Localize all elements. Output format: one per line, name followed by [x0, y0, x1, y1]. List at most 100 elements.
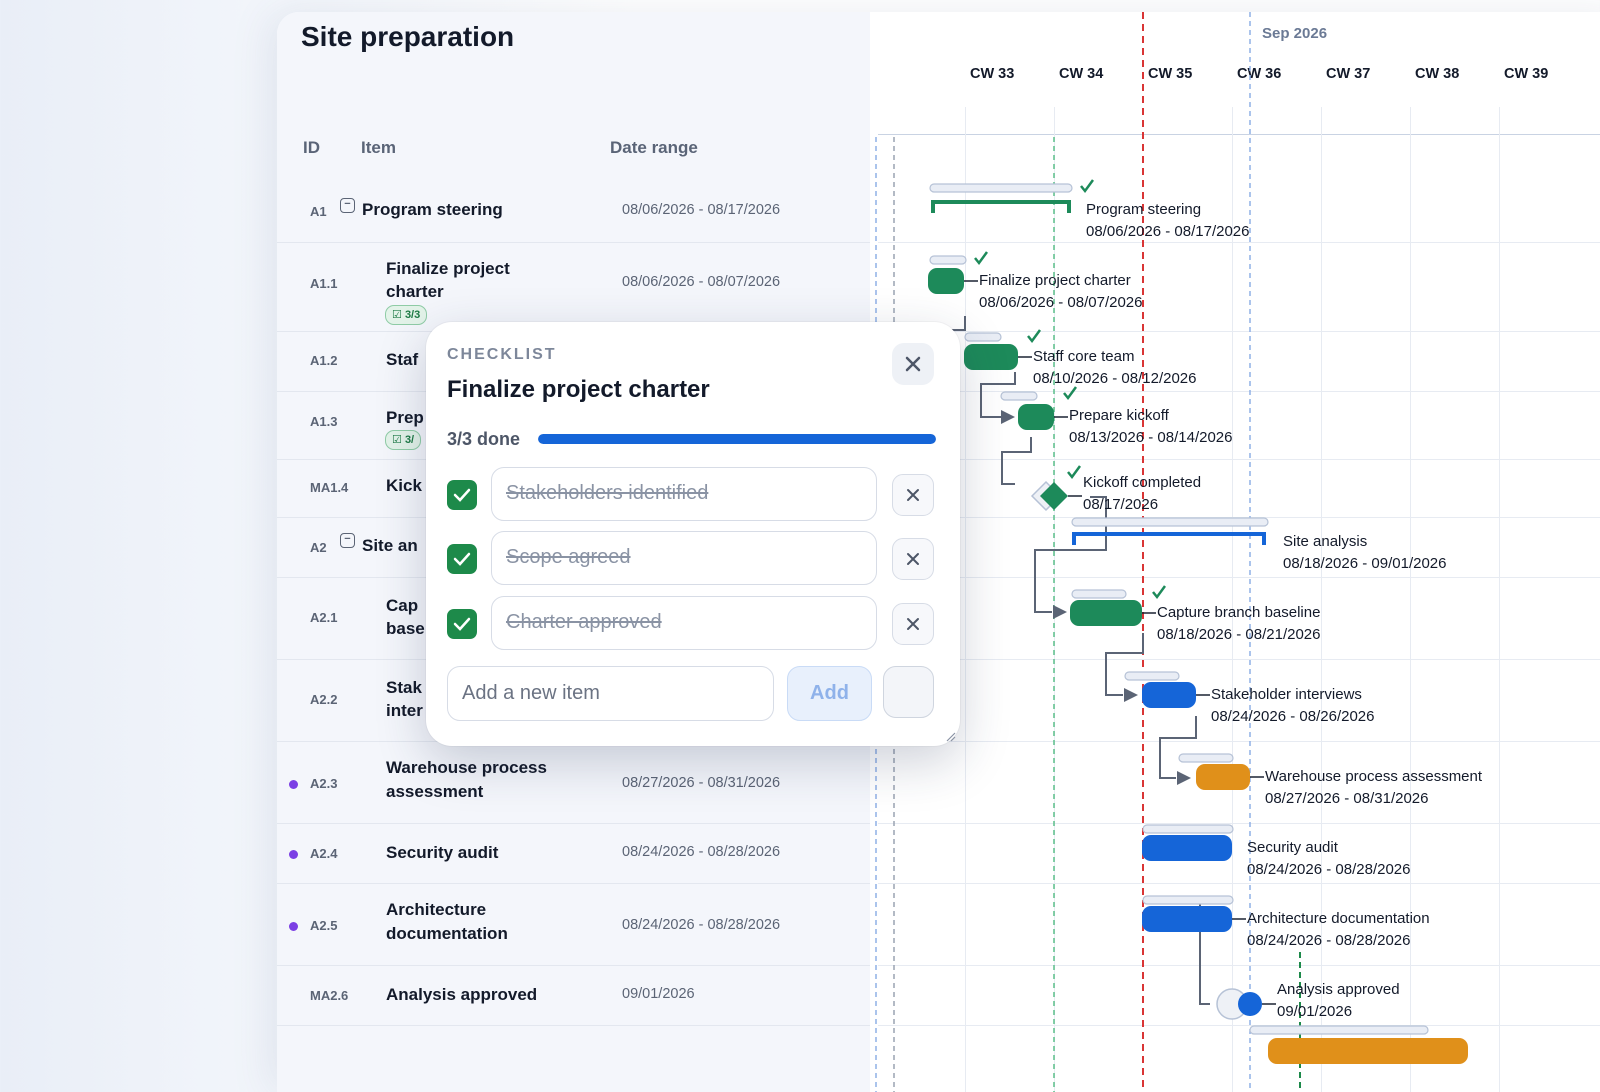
- column-header-id[interactable]: ID: [303, 138, 320, 157]
- task-bar-next: [1268, 1038, 1468, 1064]
- progress-label: 3/3 done: [447, 429, 521, 449]
- bar-label: Program steering 08/06/2026 - 08/17/2026: [1086, 201, 1250, 240]
- table-row[interactable]: MA2.6 Analysis approved 09/01/2026: [277, 965, 870, 1026]
- row-gridline: [878, 659, 1600, 660]
- options-button[interactable]: [883, 666, 934, 718]
- row-gridline: [878, 741, 1600, 742]
- row-gridline: [878, 577, 1600, 578]
- close-icon: [907, 553, 919, 565]
- gantt-chart: Sep 2026 CW 33 CW 34 CW 35 CW 36 CW 37 C…: [870, 12, 1600, 1092]
- row-gridline: [878, 823, 1600, 824]
- item-checkbox[interactable]: [447, 544, 477, 574]
- row-name: Site an: [362, 536, 418, 555]
- task-bar-prepare-kickoff: [1018, 404, 1054, 430]
- row-id: A2.5: [310, 918, 338, 933]
- close-icon: [907, 618, 919, 630]
- row-gridline: [878, 965, 1600, 966]
- progress-bar: [538, 434, 936, 444]
- week-header: CW 35: [1148, 66, 1193, 82]
- row-id: A2.1: [310, 610, 338, 625]
- summary-bar-program-steering: [931, 200, 1071, 213]
- check-square-icon: ☑: [392, 434, 402, 446]
- progress-fill: [538, 434, 936, 444]
- week-header: CW 38: [1415, 66, 1460, 82]
- row-name: Program steering: [362, 200, 503, 219]
- row-gridline: [878, 1025, 1600, 1026]
- item-text-field[interactable]: Scope agreed: [491, 531, 877, 585]
- row-name: Cap: [386, 596, 419, 615]
- row-id: A1.1: [310, 276, 338, 291]
- resize-handle-icon[interactable]: [946, 732, 956, 742]
- row-dates: 08/24/2026 - 08/28/2026: [622, 917, 781, 933]
- row-gridline: [878, 883, 1600, 884]
- row-gridline: [878, 391, 1600, 392]
- table-row[interactable]: A1.1 Finalize project charter ☑ 3/3 08/0…: [277, 242, 870, 332]
- column-header-date-range[interactable]: Date range: [610, 138, 698, 157]
- week-gridline: [1232, 107, 1233, 1092]
- column-header-item[interactable]: Item: [361, 138, 396, 157]
- task-bar-architecture-documentation: [1142, 906, 1232, 932]
- checklist-popup: CHECKLIST Finalize project charter 3/3 d…: [426, 322, 960, 746]
- collapse-icon[interactable]: −: [340, 533, 355, 548]
- status-dot: [289, 850, 298, 859]
- week-gridline: [965, 107, 966, 1092]
- row-dates: 08/06/2026 - 08/17/2026: [622, 202, 781, 218]
- baseline-bars: [929, 183, 1429, 1035]
- task-bar-warehouse-process-assessment: [1196, 764, 1250, 790]
- dependency-connectors: [927, 316, 1210, 1005]
- task-bar-finalize-project-charter: [928, 268, 964, 294]
- row-name-cont: charter: [386, 282, 444, 301]
- new-item-input[interactable]: [447, 666, 774, 721]
- item-text-field[interactable]: Stakeholders identified: [491, 467, 877, 521]
- dependency-arrowheads: [1001, 410, 1191, 785]
- row-id: MA2.6: [310, 988, 349, 1003]
- table-row[interactable]: A2.3 Warehouse process assessment 08/27/…: [277, 741, 870, 824]
- close-button[interactable]: [892, 343, 934, 385]
- status-dot: [289, 780, 298, 789]
- bar-label: Staff core team 08/10/2026 - 08/12/2026: [1033, 348, 1197, 387]
- week-gridline: [1321, 107, 1322, 1092]
- row-dates: 08/06/2026 - 08/07/2026: [622, 274, 781, 290]
- week-gridline: [1499, 107, 1500, 1092]
- gantt-graphics: [875, 12, 1468, 1092]
- checklist-badge[interactable]: ☑ 3/3: [385, 305, 428, 325]
- row-name: Analysis approved: [386, 985, 538, 1004]
- row-name: Stak: [386, 678, 422, 697]
- row-name: Warehouse process: [386, 758, 547, 777]
- remove-item-button[interactable]: [892, 603, 934, 645]
- item-text-field[interactable]: Charter approved: [491, 596, 877, 650]
- close-icon: [907, 489, 919, 501]
- checklist-badge[interactable]: ☑ 3/: [385, 430, 422, 450]
- row-id: A2: [310, 540, 327, 555]
- popup-kicker: CHECKLIST: [447, 346, 557, 363]
- table-row[interactable]: A1 − Program steering 08/06/2026 - 08/17…: [277, 172, 870, 242]
- table-row[interactable]: A2.5 Architecture documentation 08/24/20…: [277, 883, 870, 966]
- bar-label: Security audit 08/24/2026 - 08/28/2026: [1247, 839, 1411, 878]
- row-name-cont: inter: [386, 701, 423, 720]
- check-icon: [453, 552, 471, 566]
- remove-item-button[interactable]: [892, 538, 934, 580]
- collapse-icon[interactable]: −: [340, 198, 355, 213]
- bar-label: Prepare kickoff 08/13/2026 - 08/14/2026: [1069, 407, 1233, 446]
- task-bar-capture-branch-baseline: [1070, 600, 1142, 626]
- label-leaders: [964, 280, 1276, 1005]
- bar-label: Architecture documentation 08/24/2026 - 0…: [1247, 910, 1430, 949]
- bar-label: Kickoff completed 08/17/2026: [1083, 474, 1202, 513]
- row-dates: 09/01/2026: [622, 986, 695, 1002]
- row-name: Security audit: [386, 843, 499, 862]
- week-header: CW 37: [1326, 66, 1371, 82]
- item-checkbox[interactable]: [447, 609, 477, 639]
- summary-bar-site-analysis: [1072, 532, 1266, 545]
- item-checkbox[interactable]: [447, 480, 477, 510]
- task-bar-stakeholder-interviews: [1142, 682, 1196, 708]
- table-row[interactable]: [277, 1025, 870, 1086]
- row-gridline: [878, 331, 1600, 332]
- row-name-cont: assessment: [386, 782, 484, 801]
- row-name: Prep: [386, 408, 424, 427]
- remove-item-button[interactable]: [892, 474, 934, 516]
- popup-title: Finalize project charter: [447, 376, 710, 403]
- table-row[interactable]: A2.4 Security audit 08/24/2026 - 08/28/2…: [277, 823, 870, 884]
- row-id: A1: [310, 204, 327, 219]
- timeline-month: Sep 2026: [1262, 25, 1328, 42]
- add-item-button[interactable]: Add: [787, 666, 872, 721]
